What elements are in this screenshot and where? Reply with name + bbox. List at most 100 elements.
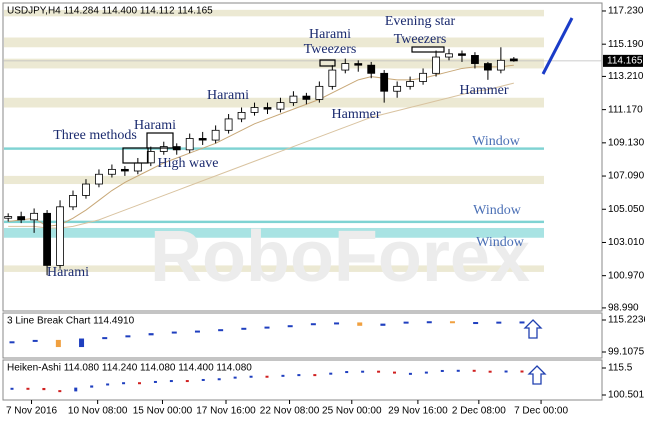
line-break-brick bbox=[125, 335, 131, 338]
annotation: Hammer bbox=[332, 107, 381, 122]
annotation: Harami bbox=[134, 118, 176, 133]
moving-average bbox=[8, 64, 514, 227]
line-break-brick bbox=[9, 341, 15, 344]
line-break-brick bbox=[287, 325, 293, 328]
line-break-frame bbox=[2, 312, 603, 359]
heiken-ashi-bar bbox=[472, 369, 476, 372]
x-tick-label: 2 Dec 08:00 bbox=[452, 406, 506, 417]
candle-body bbox=[328, 69, 337, 87]
y-tick-label: 109.130 bbox=[608, 137, 645, 148]
annotation: Window bbox=[476, 235, 525, 250]
heiken-ashi-bar bbox=[345, 371, 349, 374]
candle-body bbox=[432, 56, 440, 74]
header: USDJPY,H4 114.284 114.400 114.112 114.16… bbox=[7, 6, 213, 17]
heiken-ashi-bar bbox=[440, 369, 444, 372]
forecast-arrow bbox=[541, 17, 574, 75]
y-tick-label: 100.970 bbox=[608, 270, 645, 281]
zone bbox=[4, 227, 544, 238]
line-break-brick bbox=[473, 322, 479, 325]
candle-body bbox=[172, 146, 181, 151]
candle-body bbox=[406, 81, 415, 87]
candle-body bbox=[380, 72, 389, 92]
x-tick-label: 22 Nov 08:00 bbox=[260, 406, 320, 417]
zone bbox=[4, 58, 544, 69]
y-tick-label: 99.1075 bbox=[608, 347, 645, 358]
y-tick-label: 105.050 bbox=[608, 204, 645, 215]
heiken-ashi-bar bbox=[361, 370, 365, 373]
heiken-ashi-bar bbox=[26, 387, 30, 390]
heiken-ashi-bar bbox=[169, 380, 173, 383]
heiken-ashi-bar bbox=[185, 380, 189, 383]
candle-body bbox=[289, 95, 298, 104]
annotation: Harami bbox=[207, 88, 249, 103]
candle-body bbox=[82, 183, 90, 196]
signal-arrows bbox=[523, 319, 547, 385]
heiken-ashi-bar bbox=[313, 374, 317, 377]
pattern-box bbox=[319, 59, 336, 67]
candle-body bbox=[69, 195, 77, 208]
candle-body bbox=[120, 168, 129, 172]
annotation: Three methods bbox=[53, 128, 137, 143]
line-break-brick bbox=[241, 327, 247, 330]
x-tick-label: 7 Nov 2016 bbox=[6, 406, 58, 417]
heiken-ashi-bar bbox=[249, 375, 253, 378]
annotation: Window bbox=[472, 134, 521, 149]
line-break-title: 3 Line Break Chart 114.4910 bbox=[7, 316, 135, 327]
candle-body bbox=[496, 59, 505, 71]
heiken-ashi-title: Heiken-Ashi 114.080 114.240 114.080 114.… bbox=[7, 363, 252, 374]
candle-body bbox=[354, 63, 363, 66]
x-tick-label: 29 Nov 16:00 bbox=[388, 406, 448, 417]
x-tick-label: 25 Nov 00:00 bbox=[322, 406, 382, 417]
candle-body bbox=[108, 168, 116, 175]
heiken-ashi-bar bbox=[424, 371, 428, 374]
y-tick-label: 103.010 bbox=[608, 237, 645, 248]
candle-body bbox=[224, 118, 233, 131]
line-break-brick bbox=[310, 323, 316, 326]
candle-body bbox=[250, 107, 259, 113]
candle-body bbox=[95, 173, 103, 185]
main-frame bbox=[2, 2, 603, 312]
heiken-ashi-bar bbox=[329, 372, 333, 375]
x-tick-label: 10 Nov 08:00 bbox=[68, 406, 128, 417]
zone bbox=[4, 220, 544, 224]
candle-body bbox=[159, 146, 168, 152]
zone bbox=[4, 175, 544, 185]
candle-body bbox=[198, 138, 207, 141]
candle-body bbox=[471, 55, 479, 64]
heiken-ashi-bar bbox=[233, 376, 237, 379]
annotation: High wave bbox=[157, 156, 218, 171]
up-arrow bbox=[527, 365, 547, 385]
annotation: Hammer bbox=[460, 83, 509, 98]
line-break-brick bbox=[32, 339, 38, 342]
up-arrow bbox=[523, 319, 543, 339]
pattern-box bbox=[411, 46, 445, 53]
candle-body bbox=[211, 129, 220, 141]
pattern-boxes bbox=[122, 46, 445, 164]
line-break-brick bbox=[449, 321, 455, 324]
zone bbox=[4, 97, 544, 108]
heiken-ashi-bar bbox=[201, 378, 205, 381]
candle-body bbox=[17, 216, 26, 221]
heiken-ashi-bar bbox=[106, 383, 110, 386]
heiken-ashi-bar bbox=[122, 382, 126, 385]
annotation: Harami bbox=[47, 265, 89, 280]
candle-body bbox=[263, 107, 272, 110]
y-tick-label: 113.210 bbox=[608, 71, 644, 82]
heiken-ashi-bar bbox=[408, 372, 412, 375]
y-tick-label: 115.190 bbox=[608, 39, 644, 50]
heiken-ashi-bar bbox=[393, 371, 396, 374]
line-break-brick bbox=[264, 326, 270, 329]
line-break-brick bbox=[357, 322, 363, 326]
line-break-brick bbox=[218, 329, 224, 332]
candle-body bbox=[30, 212, 39, 221]
candle-body bbox=[43, 212, 51, 266]
zone bbox=[4, 147, 544, 150]
annotation: Tweezers bbox=[394, 32, 447, 47]
candle-body bbox=[445, 53, 453, 58]
candle-body bbox=[185, 138, 194, 151]
last-price-label: 114.165 bbox=[607, 56, 643, 67]
candle-body bbox=[4, 216, 13, 219]
heiken-ashi-bar bbox=[265, 375, 269, 378]
heiken-ashi-bar bbox=[138, 382, 141, 385]
heiken-ashi-bar bbox=[377, 370, 381, 373]
